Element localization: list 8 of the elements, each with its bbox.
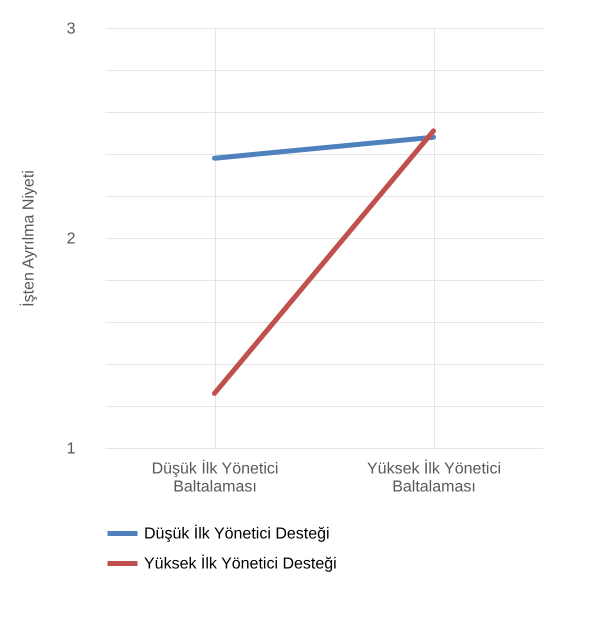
- x-tick-label: Düşük İlk Yönetici Baltalaması: [152, 460, 278, 496]
- x-tick-label: Yüksek İlk Yönetici Baltalaması: [367, 460, 501, 496]
- y-tick-label: 1: [66, 440, 76, 458]
- legend-label: Düşük İlk Yönetici Desteği: [144, 524, 330, 542]
- y-tick-label: 2: [66, 230, 76, 248]
- y-tick-label: 3: [66, 20, 76, 38]
- legend-label: Yüksek İlk Yönetici Desteği: [144, 554, 337, 572]
- y-axis-title: İşten Ayrılma Niyeti: [20, 170, 38, 307]
